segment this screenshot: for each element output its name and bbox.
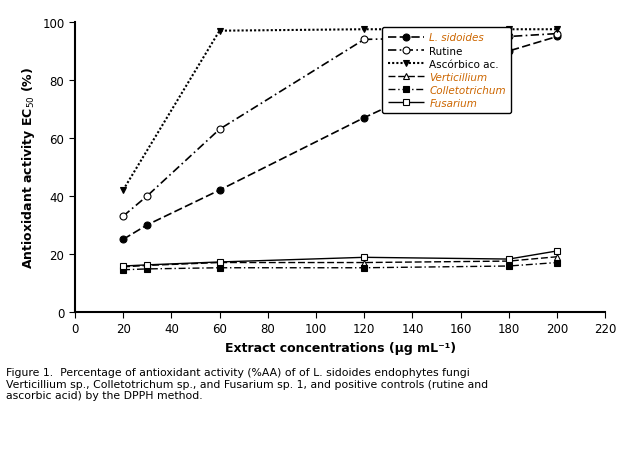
X-axis label: Extract concentrations (μg mL⁻¹): Extract concentrations (μg mL⁻¹) xyxy=(225,341,456,354)
Legend: L. sidoides, Rutine, Ascórbico ac., Verticillium, Colletotrichum, Fusarium: L. sidoides, Rutine, Ascórbico ac., Vert… xyxy=(383,28,511,114)
Y-axis label: Antioxidant activity EC$_{50}$ (%): Antioxidant activity EC$_{50}$ (%) xyxy=(20,67,37,269)
Text: Figure 1.  Percentage of antioxidant activity (%AA) of of L. sidoides endophytes: Figure 1. Percentage of antioxidant acti… xyxy=(6,367,489,400)
